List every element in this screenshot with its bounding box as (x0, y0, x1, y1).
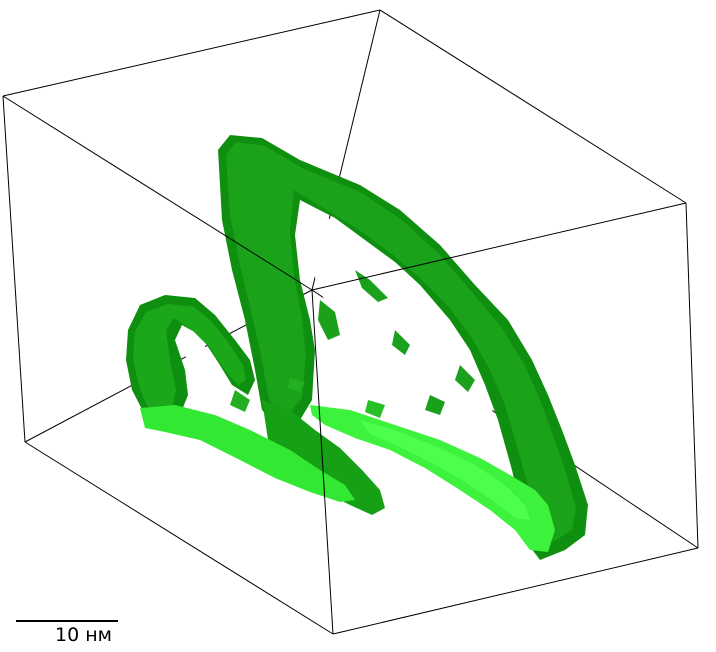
box-edge (379, 9, 687, 204)
surface-gap (305, 205, 495, 420)
bounding-box-front-edges (2, 9, 699, 635)
box-edge (2, 95, 313, 291)
surface-fragment (230, 390, 250, 412)
box-edge (685, 202, 699, 549)
box-edge (332, 547, 699, 635)
box-edge (2, 9, 381, 97)
box-edge (311, 289, 334, 635)
lower-ridge-dark (262, 400, 385, 515)
isosurface (126, 135, 588, 560)
lower-ridge-bright (140, 405, 355, 502)
surface-fragment (288, 378, 305, 392)
box-edge (311, 202, 687, 291)
scale-bar-label: 10 нм (55, 624, 112, 646)
box-edge (24, 441, 334, 635)
box-edge (2, 95, 26, 443)
lower-ridge-bright-right (310, 405, 555, 552)
surface-fragment (318, 300, 340, 340)
small-arch-face (133, 304, 246, 414)
lower-ridge-highlight (360, 420, 530, 520)
scale-bar (16, 620, 118, 622)
surface-gap (180, 330, 230, 398)
surface-fragment (392, 330, 410, 355)
surface-fragment (425, 395, 445, 415)
surface-fragment (455, 365, 475, 392)
surface-fragment (365, 400, 385, 418)
